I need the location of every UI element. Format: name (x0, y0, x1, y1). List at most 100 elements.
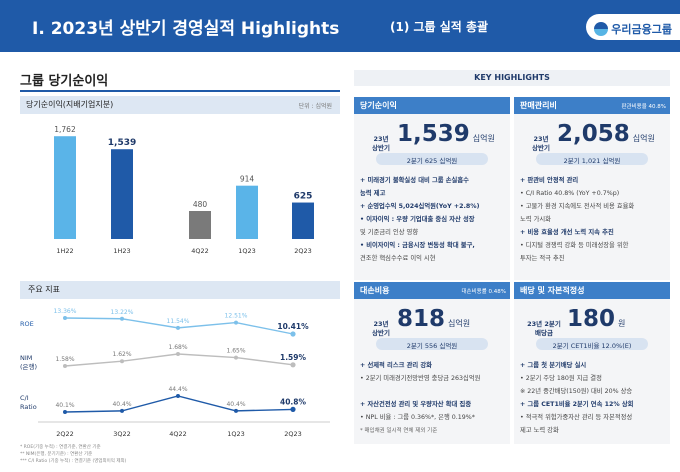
highlight-line: 능력 제고 (360, 190, 386, 197)
data-point (234, 320, 238, 325)
data-point (234, 355, 238, 360)
panel-title: 배당 및 자본적정성 (520, 286, 585, 295)
highlight-line: • NPL 비율 : 그룹 0.36%*, 은행 0.19%* (360, 414, 475, 421)
data-label: 1.58% (55, 356, 74, 363)
profit-chart-header: 당기순이익(지배기업지분) 단위 : 십억원 (20, 96, 340, 114)
highlight-line: • 디지털 경쟁력 강화 등 미래성장을 위한 (520, 242, 629, 249)
series-line (64, 395, 294, 413)
bar-4Q22 (189, 211, 211, 239)
highlight-line: • 고물가 환경 지속에도 전사적 비용 효율화 (520, 203, 635, 210)
highlight-bullet: 노력 가시화 (520, 214, 551, 225)
highlight-line: + 판관비 안정적 관리 (520, 177, 579, 184)
x-tick-label: 2Q23 (284, 430, 302, 438)
highlight-bullet: ※ 22년 중간배당(150원) 대비 20% 상승 (520, 386, 632, 397)
highlight-bullet: 및 기준금리 인상 영향 (360, 227, 418, 238)
highlight-bullet: + 선제적 리스크 관리 강화 (360, 360, 432, 371)
highlight-bullet: • 2분기 미래경기전망반영 충당금 263십억원 (360, 373, 480, 384)
quarter-pill: 2분기 625 십억원 (376, 153, 488, 165)
data-label: 40.4% (112, 401, 131, 408)
panel-title: 판매관리비 (520, 101, 557, 110)
panel-metric: 23년 상반기 1,539 십억원 (368, 121, 495, 153)
highlight-bullet: + 순영업수익 5,024십억원(YoY +2.8%) (360, 201, 479, 212)
highlight-line: ※ 22년 중간배당(150원) 대비 20% 상승 (520, 388, 633, 395)
data-label: 40.8% (280, 397, 307, 406)
data-point (176, 352, 180, 356)
panel-title: 당기순이익 (360, 101, 397, 110)
x-tick-label: 4Q22 (169, 430, 187, 438)
metric-unit: 십억원 (632, 134, 655, 143)
bar-category-label: 2Q23 (294, 247, 312, 255)
highlight-bullet: + 그룹 CET1비율 2분기 연속 12% 상회 (520, 399, 633, 410)
highlight-bullet: • 이자이익 : 우량 기업대출 중심 자산 성장 (360, 214, 475, 225)
metric-unit: 십억원 (472, 134, 495, 143)
x-tick-label: 1Q23 (227, 430, 245, 438)
highlight-line: + 선제적 리스크 관리 강화 (360, 362, 432, 369)
highlight-line: + 그룹 첫 분기배당 실시 (520, 362, 587, 369)
series-name-label: ROE (20, 320, 34, 328)
highlight-line: + 순영업수익 5,024십억원(YoY +2.8%) (360, 203, 480, 210)
logo: 우리금융그룹 (586, 14, 680, 40)
highlight-bullet: 견조한 핵심수수료 이익 시현 (360, 253, 436, 264)
metric-value: 180 (567, 306, 616, 332)
highlight-line: • 적극적 위험가중자산 관리 등 자본적정성 (520, 414, 633, 421)
data-point (63, 410, 67, 414)
bar-1H22 (54, 136, 76, 239)
footnote-2: ** NIM(은행, 분기기준) : 연환산 기준 (20, 452, 93, 457)
data-label: 13.36% (54, 308, 77, 315)
metric-value: 2,058 (557, 121, 630, 147)
highlight-bullet: • 적극적 위험가중자산 관리 등 자본적정성 (520, 412, 632, 423)
data-point (120, 316, 124, 321)
highlight-bullet: + 판관비 안정적 관리 (520, 175, 578, 186)
panel-header: 판매관리비 판관비용율 40.8% (514, 97, 670, 114)
highlight-line: 및 기준금리 인상 영향 (360, 229, 419, 236)
data-point (290, 331, 296, 337)
quarter-pill: 2분기 556 십억원 (376, 338, 488, 350)
data-label: 40.4% (226, 401, 245, 408)
bar-category-label: 1H22 (56, 247, 73, 255)
highlight-bullet: + 자산건전성 관리 및 우량자산 확대 집중 (360, 399, 471, 410)
highlight-bullet: • 비이자이익 : 금융시장 변동성 확대 불구, (360, 240, 475, 251)
highlight-line: + 미래경기 불확실성 대비 그룹 손실흡수 (360, 177, 469, 184)
highlight-bullet: • C/I Ratio 40.8% (YoY +0.7%p) (520, 188, 619, 199)
data-label: 10.41% (277, 322, 309, 331)
highlight-panel: 판매관리비 판관비용율 40.8% 23년 상반기 2,058 십억원 2분기 1,021 … (514, 97, 670, 280)
data-point (234, 408, 238, 413)
panel-header: 대손비용 대손비용률 0.48% (354, 282, 510, 299)
panel-metric: 23년 상반기 818 십억원 (368, 306, 470, 338)
bar-1H23 (111, 149, 133, 239)
metric-period: 23년 상반기 (532, 135, 550, 152)
indicators-header: 주요 지표 (20, 281, 340, 299)
x-tick-label: 3Q22 (113, 430, 131, 438)
data-point (120, 408, 124, 413)
metric-unit: 원 (618, 319, 626, 328)
data-point (176, 394, 180, 398)
bar-1Q23 (236, 185, 258, 239)
data-point (120, 359, 124, 364)
panel-metric: 23년 2분기 배당금 180 원 (524, 306, 625, 338)
panel-header: 배당 및 자본적정성 (514, 282, 670, 299)
highlight-bullet: * 매입채권 일시적 연체 제외 기준 (360, 425, 437, 437)
highlight-bullet: + 비용 효율성 개선 노력 지속 추진 (520, 227, 614, 238)
profit-chart-title: 당기순이익(지배기업지분) (26, 100, 114, 109)
bar-value-label: 1,539 (108, 138, 136, 148)
highlight-panel: 대손비용 대손비용률 0.48% 23년 상반기 818 십억원 2분기 556 십억원 + … (354, 282, 510, 444)
data-point (63, 316, 67, 320)
metric-period: 23년 상반기 (372, 135, 390, 152)
highlight-line: * 매입채권 일시적 연체 제외 기준 (360, 428, 438, 434)
data-label: 1.62% (112, 351, 131, 358)
highlight-line: • 2분기 미래경기전망반영 충당금 263십억원 (360, 375, 481, 382)
section-title: 그룹 당기순이익 (20, 74, 109, 89)
highlight-line: + 비용 효율성 개선 노력 지속 추진 (520, 229, 614, 236)
quarter-pill: 2분기 1,021 십억원 (536, 153, 648, 165)
metric-value: 1,539 (397, 121, 470, 147)
data-label: 40.1% (55, 402, 74, 409)
data-label: 12.51% (225, 313, 248, 320)
bar-value-label: 1,762 (54, 125, 76, 134)
panel-ratio: 대손비용률 0.48% (461, 289, 506, 295)
indicators-line-chart: ROE 13.36% 13.22% 11.54% 12.51% 10.41% NIM(은행)… (20, 308, 330, 438)
highlight-line: + 자산건전성 관리 및 우량자산 확대 집중 (360, 401, 472, 408)
data-label: 13.22% (111, 309, 134, 316)
bar-category-label: 1H23 (113, 247, 130, 255)
data-point (63, 364, 67, 368)
x-tick-label: 2Q22 (56, 430, 74, 438)
